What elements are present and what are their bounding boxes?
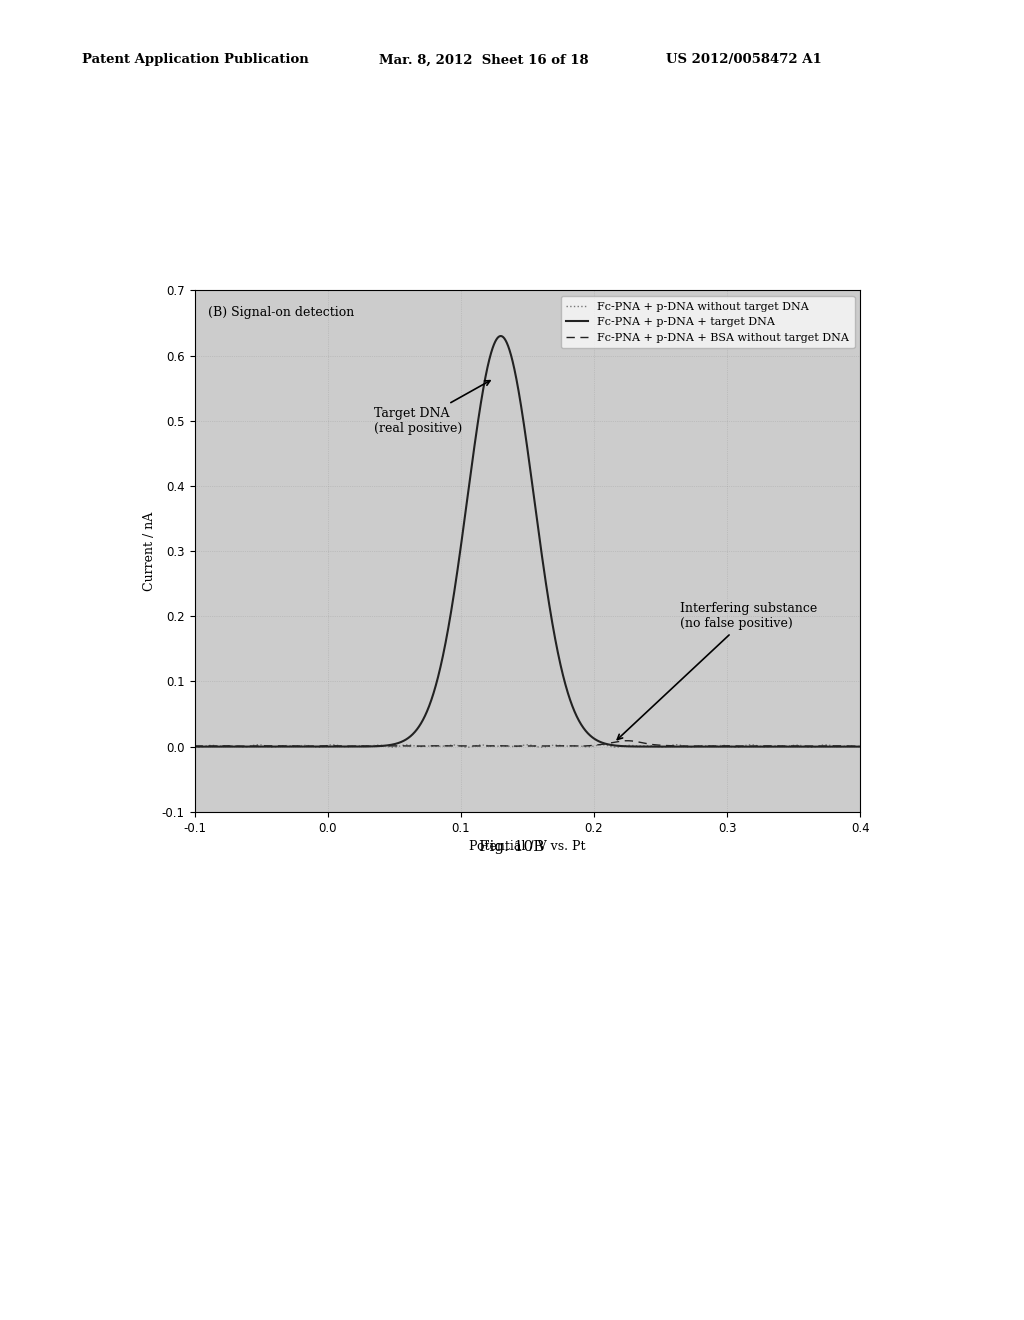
Fc-PNA + p-DNA without target DNA: [188, 739, 201, 755]
Text: Target DNA
(real positive): Target DNA (real positive): [375, 380, 490, 434]
Fc-PNA + p-DNA without target DNA: [461, 739, 473, 755]
Fc-PNA + p-DNA + target DNA: [304, 739, 316, 755]
Fc-PNA + p-DNA + target DNA: [841, 739, 853, 755]
Fc-PNA + p-DNA + BSA without target DNA: [473, 738, 485, 754]
Fc-PNA + p-DNA + target DNA: [769, 739, 781, 755]
Line: Fc-PNA + p-DNA + target DNA: Fc-PNA + p-DNA + target DNA: [195, 337, 860, 747]
Fc-PNA + p-DNA + target DNA: [495, 329, 507, 345]
Line: Fc-PNA + p-DNA + BSA without target DNA: Fc-PNA + p-DNA + BSA without target DNA: [195, 741, 860, 746]
Fc-PNA + p-DNA + BSA without target DNA: [622, 733, 634, 748]
Fc-PNA + p-DNA without target DNA: [842, 738, 854, 754]
Text: Interfering substance
(no false positive): Interfering substance (no false positive…: [617, 602, 818, 739]
Fc-PNA + p-DNA + target DNA: [264, 739, 276, 755]
Text: (B) Signal-on detection: (B) Signal-on detection: [208, 306, 354, 319]
Fc-PNA + p-DNA without target DNA: [473, 737, 485, 752]
Fc-PNA + p-DNA + BSA without target DNA: [304, 738, 316, 754]
Fc-PNA + p-DNA + target DNA: [188, 739, 201, 755]
X-axis label: Potential / V vs. Pt: Potential / V vs. Pt: [469, 840, 586, 853]
Fc-PNA + p-DNA without target DNA: [854, 738, 866, 754]
Text: Mar. 8, 2012  Sheet 16 of 18: Mar. 8, 2012 Sheet 16 of 18: [379, 53, 589, 66]
Legend: Fc-PNA + p-DNA without target DNA, Fc-PNA + p-DNA + target DNA, Fc-PNA + p-DNA +: Fc-PNA + p-DNA without target DNA, Fc-PN…: [560, 296, 855, 348]
Line: Fc-PNA + p-DNA without target DNA: Fc-PNA + p-DNA without target DNA: [195, 744, 860, 747]
Fc-PNA + p-DNA + BSA without target DNA: [770, 738, 782, 754]
Fc-PNA + p-DNA + BSA without target DNA: [188, 738, 201, 754]
Fc-PNA + p-DNA + target DNA: [854, 739, 866, 755]
Text: Patent Application Publication: Patent Application Publication: [82, 53, 308, 66]
Fc-PNA + p-DNA without target DNA: [304, 738, 316, 754]
Y-axis label: Current / nA: Current / nA: [143, 511, 157, 591]
Fc-PNA + p-DNA + target DNA: [443, 611, 456, 627]
Fc-PNA + p-DNA without target DNA: [770, 738, 782, 754]
Fc-PNA + p-DNA + BSA without target DNA: [443, 738, 456, 754]
Fc-PNA + p-DNA + BSA without target DNA: [854, 738, 866, 754]
Text: Fig. 10B: Fig. 10B: [479, 841, 545, 854]
Fc-PNA + p-DNA without target DNA: [252, 737, 264, 752]
Fc-PNA + p-DNA without target DNA: [443, 737, 456, 752]
Fc-PNA + p-DNA without target DNA: [264, 739, 276, 755]
Fc-PNA + p-DNA + BSA without target DNA: [264, 738, 276, 754]
Text: US 2012/0058472 A1: US 2012/0058472 A1: [666, 53, 821, 66]
Fc-PNA + p-DNA + BSA without target DNA: [842, 738, 854, 754]
Fc-PNA + p-DNA + BSA without target DNA: [408, 738, 420, 754]
Fc-PNA + p-DNA + target DNA: [472, 409, 484, 425]
